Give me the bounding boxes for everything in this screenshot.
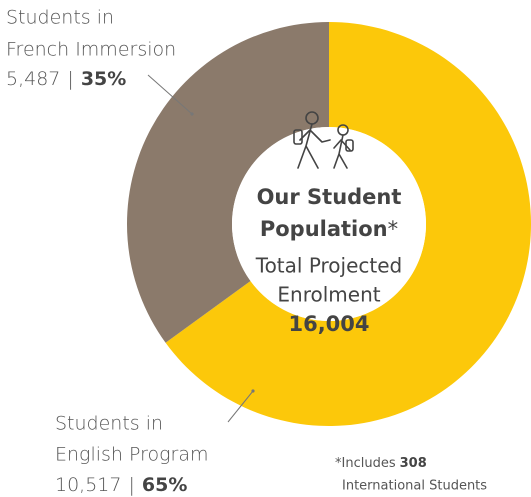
segment-count: 10,517 xyxy=(55,474,121,496)
donut-segment xyxy=(126,22,329,343)
segment-count: 5,487 xyxy=(6,68,60,90)
donut-hole xyxy=(232,127,426,321)
center-title: Our Student xyxy=(257,185,402,209)
separator: | xyxy=(128,474,134,496)
center-title-line: Population xyxy=(260,217,388,241)
walkers-icon xyxy=(293,111,354,169)
footnote-prefix: *Includes xyxy=(335,456,396,471)
segment-value: 5,487 | 35% xyxy=(6,68,126,90)
separator: | xyxy=(67,68,73,90)
total-enrolment: 16,004 xyxy=(288,312,369,336)
footnote: International Students xyxy=(342,479,487,494)
segment-label: Students in xyxy=(55,413,163,435)
asterisk: * xyxy=(388,217,399,241)
segment-label: French Immersion xyxy=(6,39,176,61)
segment-label: Students in xyxy=(6,7,114,29)
segment-value: 10,517 | 65% xyxy=(55,474,187,496)
leader-line xyxy=(147,74,193,115)
segment-percent: 65% xyxy=(142,474,187,496)
donut-segment xyxy=(165,22,531,426)
segment-percent: 35% xyxy=(81,68,126,90)
footnote-number: 308 xyxy=(400,456,427,471)
center-title: Population* xyxy=(260,217,398,241)
footnote: *Includes 308 xyxy=(335,456,427,471)
segment-label: English Program xyxy=(55,444,209,466)
leader-dot xyxy=(251,389,255,393)
leader-dot xyxy=(190,112,194,116)
center-subtitle: Total Projected xyxy=(255,254,403,278)
leader-line xyxy=(227,390,254,423)
center-subtitle: Enrolment xyxy=(277,283,380,307)
